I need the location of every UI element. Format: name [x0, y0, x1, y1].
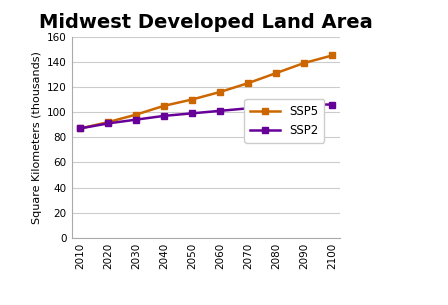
Line: SSP5: SSP5	[77, 52, 336, 132]
SSP5	[105, 120, 111, 124]
SSP5	[217, 90, 223, 94]
SSP5	[273, 71, 279, 75]
SSP5	[246, 81, 251, 85]
Legend: SSP5, SSP2: SSP5, SSP2	[244, 99, 324, 142]
SSP5	[161, 104, 167, 108]
SSP2	[105, 122, 111, 125]
SSP5	[190, 98, 195, 101]
SSP2	[302, 103, 307, 106]
SSP5	[134, 113, 139, 117]
SSP2	[190, 112, 195, 115]
SSP5	[329, 54, 335, 57]
SSP5	[78, 127, 83, 130]
SSP2	[246, 106, 251, 110]
SSP5	[302, 61, 307, 65]
SSP2	[273, 104, 279, 108]
Line: SSP2: SSP2	[77, 101, 336, 132]
Y-axis label: Square Kilometers (thousands): Square Kilometers (thousands)	[31, 51, 42, 224]
SSP2	[329, 103, 335, 106]
SSP2	[217, 109, 223, 113]
Title: Midwest Developed Land Area: Midwest Developed Land Area	[39, 13, 373, 32]
SSP2	[134, 118, 139, 121]
SSP2	[161, 114, 167, 118]
SSP2	[78, 127, 83, 130]
